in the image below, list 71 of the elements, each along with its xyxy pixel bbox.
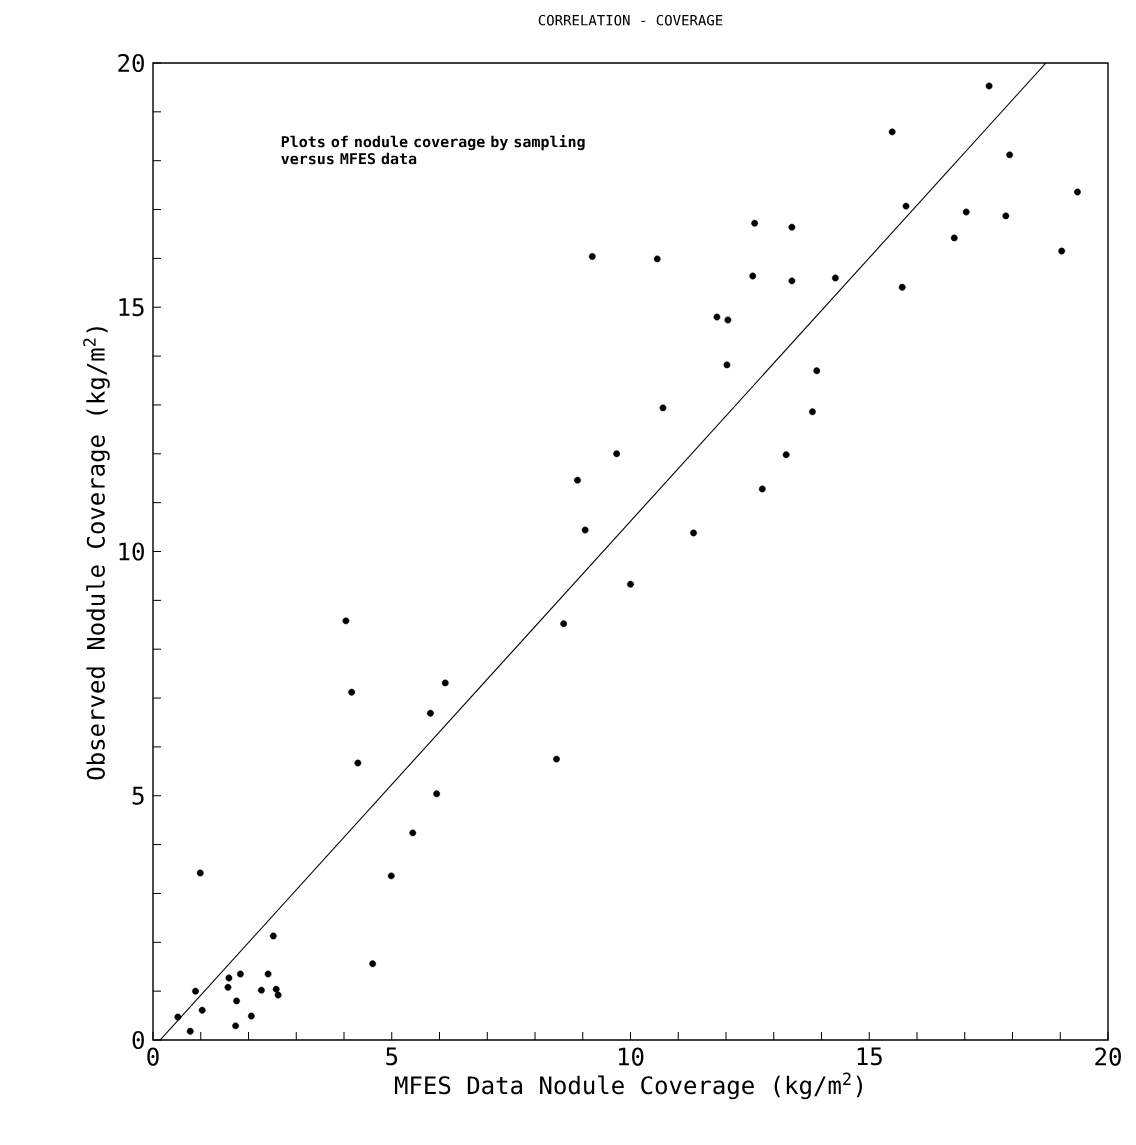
point	[198, 1006, 206, 1014]
point	[902, 202, 910, 210]
point	[433, 790, 441, 798]
point	[724, 316, 732, 324]
point	[272, 985, 280, 993]
point	[723, 361, 731, 369]
point	[950, 234, 958, 242]
point	[1074, 188, 1081, 196]
point	[751, 219, 759, 227]
point	[186, 1027, 194, 1035]
point	[247, 1012, 255, 1020]
point	[560, 620, 568, 628]
y-tick-label: 15	[119, 298, 144, 317]
point	[387, 872, 395, 880]
y-tick-label: 10	[119, 542, 144, 561]
point	[627, 580, 634, 588]
annotation: Plots of nodule coverage by sampling versus MFES data	[281, 134, 585, 165]
point	[233, 997, 240, 1005]
point	[441, 679, 449, 687]
point	[659, 404, 667, 412]
point	[690, 529, 697, 537]
y-tick-label: 20	[118, 53, 144, 73]
point	[224, 983, 232, 991]
point	[613, 450, 621, 458]
y-axis-title: Observed Nodule Coverage (kg/m$^{2}$)	[83, 327, 110, 780]
point	[713, 313, 721, 321]
point	[192, 987, 199, 995]
point	[788, 223, 796, 231]
point	[369, 960, 377, 968]
point	[581, 526, 589, 534]
point	[985, 82, 993, 90]
point	[831, 274, 839, 282]
point	[588, 253, 596, 260]
point	[269, 932, 277, 940]
point	[553, 755, 560, 763]
point	[962, 208, 970, 216]
point	[236, 970, 244, 978]
point	[813, 367, 821, 375]
point	[174, 1013, 182, 1021]
point	[898, 283, 906, 291]
point	[574, 476, 581, 484]
point	[788, 277, 796, 285]
point	[653, 255, 661, 263]
point	[409, 829, 417, 837]
point	[264, 970, 272, 978]
point	[782, 451, 790, 459]
point	[342, 617, 350, 625]
point	[1006, 151, 1014, 159]
point	[888, 128, 896, 136]
y-tick-label: 5	[132, 786, 144, 805]
point	[354, 759, 362, 767]
chart-title: CORRELATION - COVERAGE	[538, 14, 723, 26]
point	[1002, 212, 1010, 220]
point	[258, 986, 265, 994]
point	[348, 688, 356, 696]
x-tick-label: 20	[1095, 1047, 1121, 1066]
x-tick-label: 15	[857, 1047, 882, 1066]
x-tick-label: 5	[386, 1047, 398, 1066]
point	[196, 869, 204, 877]
point	[225, 974, 233, 982]
y-tick-label: 0	[132, 1030, 144, 1050]
x-tick-label: 0	[147, 1047, 159, 1066]
point	[1058, 247, 1066, 255]
point	[809, 408, 816, 416]
point	[427, 709, 434, 717]
x-tick-label: 10	[618, 1047, 644, 1066]
x-axis-title: MFES Data Nodule Coverage (kg/m$^{2}$)	[395, 1072, 862, 1100]
point	[749, 272, 757, 280]
point	[232, 1022, 240, 1030]
point	[274, 991, 282, 999]
point	[758, 485, 766, 493]
